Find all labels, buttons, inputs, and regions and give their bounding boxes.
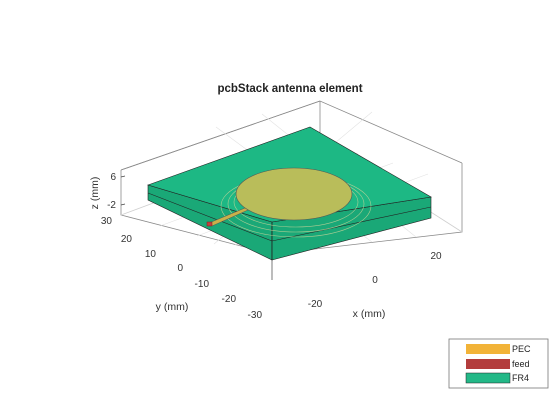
legend: PEC feed FR4 [448, 338, 549, 389]
pec-patch [235, 167, 353, 221]
plot-title: pcbStack antenna element [217, 83, 362, 95]
x-axis-label: x (mm) [353, 308, 386, 320]
y-axis-label: y (mm) [156, 301, 189, 313]
y-tick-label: 0 [177, 263, 183, 274]
z-tick-label: -2 [107, 200, 116, 211]
z-tick-label: 6 [110, 172, 116, 183]
legend-label-fr4: FR4 [512, 373, 529, 383]
z-axis: 6 -2 z (mm) [89, 172, 126, 211]
legend-swatch-pec [466, 344, 510, 354]
x-tick-label: -20 [308, 299, 323, 310]
y-tick-label: -10 [195, 279, 210, 290]
x-tick-label: 20 [430, 251, 442, 262]
z-axis-label: z (mm) [89, 177, 101, 210]
y-tick-label: -20 [222, 294, 237, 305]
legend-label-feed: feed [512, 359, 530, 369]
legend-swatch-fr4 [465, 372, 511, 384]
y-tick-label: 20 [121, 234, 133, 245]
y-tick-label: 30 [101, 216, 113, 227]
y-tick-label: 10 [145, 249, 157, 260]
legend-swatch-feed [466, 359, 510, 369]
x-tick-label: 0 [372, 275, 378, 286]
x-axis: -20 0 20 x (mm) [308, 251, 442, 320]
y-axis: 30 20 10 0 -10 -20 -30 y (mm) [101, 216, 263, 321]
legend-label-pec: PEC [512, 344, 531, 354]
feed-point [206, 221, 213, 227]
y-tick-label: -30 [248, 310, 263, 321]
